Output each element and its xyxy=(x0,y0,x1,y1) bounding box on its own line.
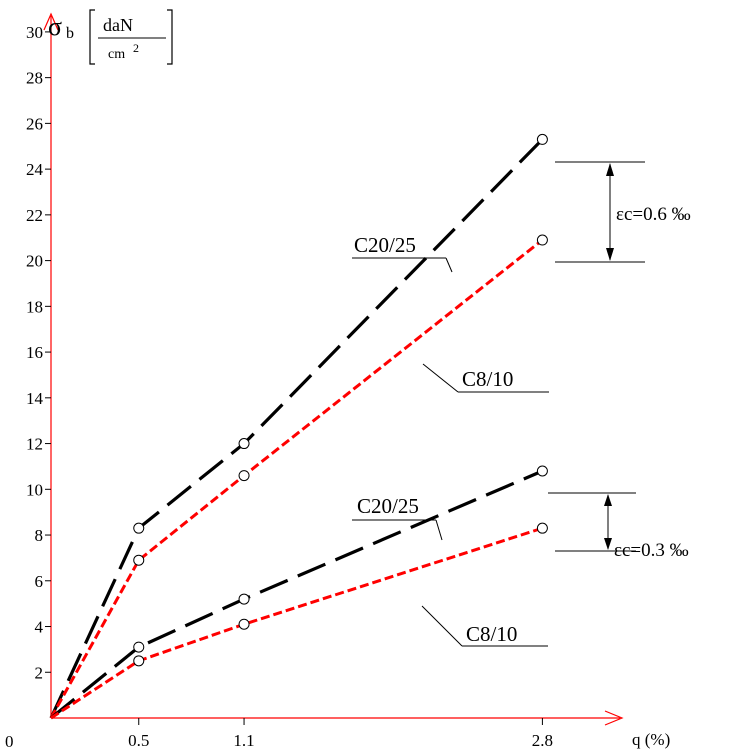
y-axis-symbol: σ xyxy=(48,12,62,41)
x-tick-label: 2.8 xyxy=(532,731,553,750)
y-tick-label: 18 xyxy=(26,297,43,316)
y-axis-unit-exponent: 2 xyxy=(133,41,139,55)
leader-c2025-lower-diag xyxy=(435,519,443,541)
y-tick-label: 22 xyxy=(26,206,43,225)
data-point-marker xyxy=(238,470,250,482)
y-axis-unit-bracket-right xyxy=(167,9,173,65)
strain-label-lower: εc=0.3 ‰ xyxy=(614,540,689,561)
x-ticks: 0.5 1.1 2.8 xyxy=(128,718,553,750)
data-point-marker xyxy=(133,641,145,653)
series-line-c8-10-group-2 xyxy=(50,526,543,720)
y-axis-unit-bracket-left xyxy=(89,9,95,65)
y-tick-label: 4 xyxy=(35,618,44,637)
data-point-marker xyxy=(238,593,250,605)
data-point-marker xyxy=(133,522,145,534)
strain-dimension-upper xyxy=(555,161,645,263)
y-tick-label: 10 xyxy=(26,480,43,499)
label-c810-upper: C8/10 xyxy=(462,367,513,391)
data-point-marker xyxy=(536,234,548,246)
y-tick-label: 12 xyxy=(26,435,43,454)
y-tick-label: 28 xyxy=(26,69,43,88)
y-axis-subscript: b xyxy=(66,25,74,42)
y-axis-unit-numerator: daN xyxy=(103,15,133,35)
y-axis-unit-denominator: cm xyxy=(108,47,125,62)
y-tick-label: 16 xyxy=(26,343,43,362)
y-tick-label: 6 xyxy=(35,572,44,591)
y-axis-arrow-icon xyxy=(43,12,59,31)
strain-label-upper: εc=0.6 ‰ xyxy=(616,204,691,225)
data-point-marker xyxy=(133,655,145,667)
data-point-marker xyxy=(238,438,250,450)
y-tick-label: 20 xyxy=(26,252,43,271)
strain-dimension-lower xyxy=(548,492,636,552)
leader-c810-upper xyxy=(422,363,459,393)
data-point-marker xyxy=(238,618,250,630)
y-tick-label: 14 xyxy=(26,389,44,408)
data-markers xyxy=(133,133,548,667)
data-point-marker xyxy=(536,522,548,534)
y-tick-label: 30 xyxy=(26,23,43,42)
label-c810-lower: C8/10 xyxy=(466,622,517,646)
y-tick-label: 26 xyxy=(26,114,43,133)
label-c2025-lower: C20/25 xyxy=(357,494,419,518)
y-axis-title: σ b daN cm 2 xyxy=(48,9,173,65)
leader-c810-lower xyxy=(421,605,463,647)
y-tick-label: 2 xyxy=(35,663,44,682)
x-tick-label: 0.5 xyxy=(128,731,149,750)
data-point-marker xyxy=(536,465,548,477)
x-axis-label: q (%) xyxy=(632,730,670,749)
label-c2025-upper: C20/25 xyxy=(354,233,416,257)
data-point-marker xyxy=(133,554,145,566)
x-axis-arrow-icon xyxy=(604,710,624,726)
leader-c2025-upper-diag xyxy=(445,257,453,273)
series-line-c8-10-group-1 xyxy=(49,238,544,719)
y-tick-label: 8 xyxy=(35,526,44,545)
y-tick-label: 24 xyxy=(26,160,44,179)
series-line-c20-25-group-2 xyxy=(49,469,544,720)
series-line-c20-25-group-1 xyxy=(49,138,544,719)
series-lines xyxy=(49,138,544,720)
origin-label: 0 xyxy=(5,732,14,751)
x-tick-label: 1.1 xyxy=(233,731,254,750)
data-point-marker xyxy=(536,133,548,145)
